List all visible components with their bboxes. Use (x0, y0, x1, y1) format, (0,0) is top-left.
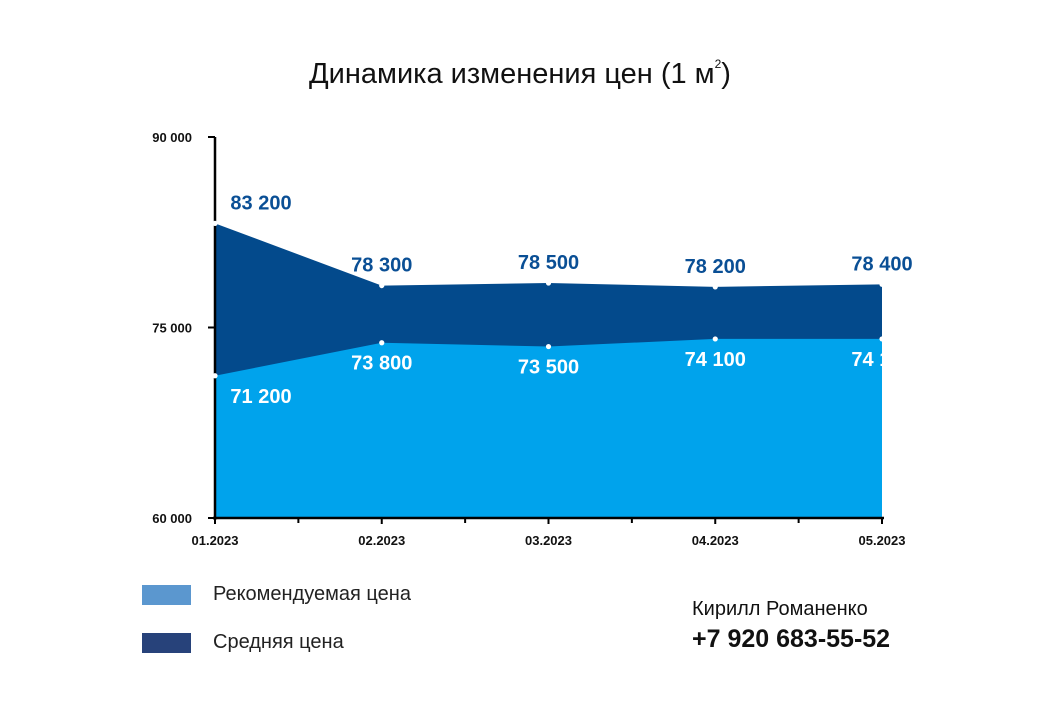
chart-title-superscript: 2 (714, 57, 722, 72)
legend-item-average: Средняя цена (142, 631, 344, 654)
contact-block: Кирилл Романенко +7 920 683-55-52 (692, 598, 890, 654)
data-label-average-0: 83 200 (230, 192, 291, 214)
point-average-1 (379, 282, 385, 289)
data-label-average-2: 78 500 (518, 252, 579, 274)
data-label-recommended-2: 73 500 (518, 357, 579, 379)
point-recommended-3 (712, 336, 718, 342)
legend-label-average: Средняя цена (213, 631, 344, 653)
chart-title: Динамика изменения цен (1 м2) (0, 57, 1040, 91)
point-recommended-0 (212, 373, 218, 379)
x-tick-label-3: 04.2023 (692, 533, 739, 548)
point-recommended-4 (879, 336, 885, 342)
point-recommended-1 (379, 340, 385, 346)
legend-label-recommended: Рекомендуемая цена (213, 583, 411, 605)
legend-swatch-average (142, 632, 191, 653)
series-area-recommended (215, 338, 882, 518)
contact-name: Кирилл Романенко (692, 598, 868, 620)
point-recommended-2 (545, 343, 552, 350)
data-label-recommended-4: 74 100 (851, 349, 912, 371)
legend-item-recommended: Рекомендуемая цена (142, 583, 411, 606)
x-tick-label-2: 03.2023 (525, 533, 572, 548)
data-label-recommended-1: 73 800 (351, 353, 412, 375)
point-average-3 (712, 284, 718, 290)
data-label-recommended-3: 74 100 (685, 349, 746, 371)
point-average-2 (545, 280, 552, 286)
point-average-4 (879, 281, 885, 287)
y-tick-label-0: 60 000 (152, 511, 192, 526)
x-tick-label-0: 01.2023 (192, 533, 239, 548)
data-label-average-1: 78 300 (351, 255, 412, 277)
chart-title-suffix: ) (721, 58, 731, 90)
area-chart: 60 000 75 000 90 000 01.2023 02.2023 03.2023 0… (152, 130, 912, 548)
y-tick-label-2: 90 000 (152, 130, 192, 145)
y-tick-label-1: 75 000 (152, 321, 192, 336)
x-tick-label-4: 05.2023 (859, 533, 906, 548)
data-label-average-3: 78 200 (685, 256, 746, 278)
data-label-recommended-0: 71 200 (230, 386, 291, 408)
data-label-average-4: 78 400 (851, 253, 912, 275)
contact-phone: +7 920 683-55-52 (692, 625, 891, 653)
point-average-0 (212, 220, 218, 226)
chart-title-text: Динамика изменения цен (1 м (309, 58, 715, 90)
x-tick-label-1: 02.2023 (358, 533, 405, 548)
legend-swatch-recommended (142, 584, 191, 605)
